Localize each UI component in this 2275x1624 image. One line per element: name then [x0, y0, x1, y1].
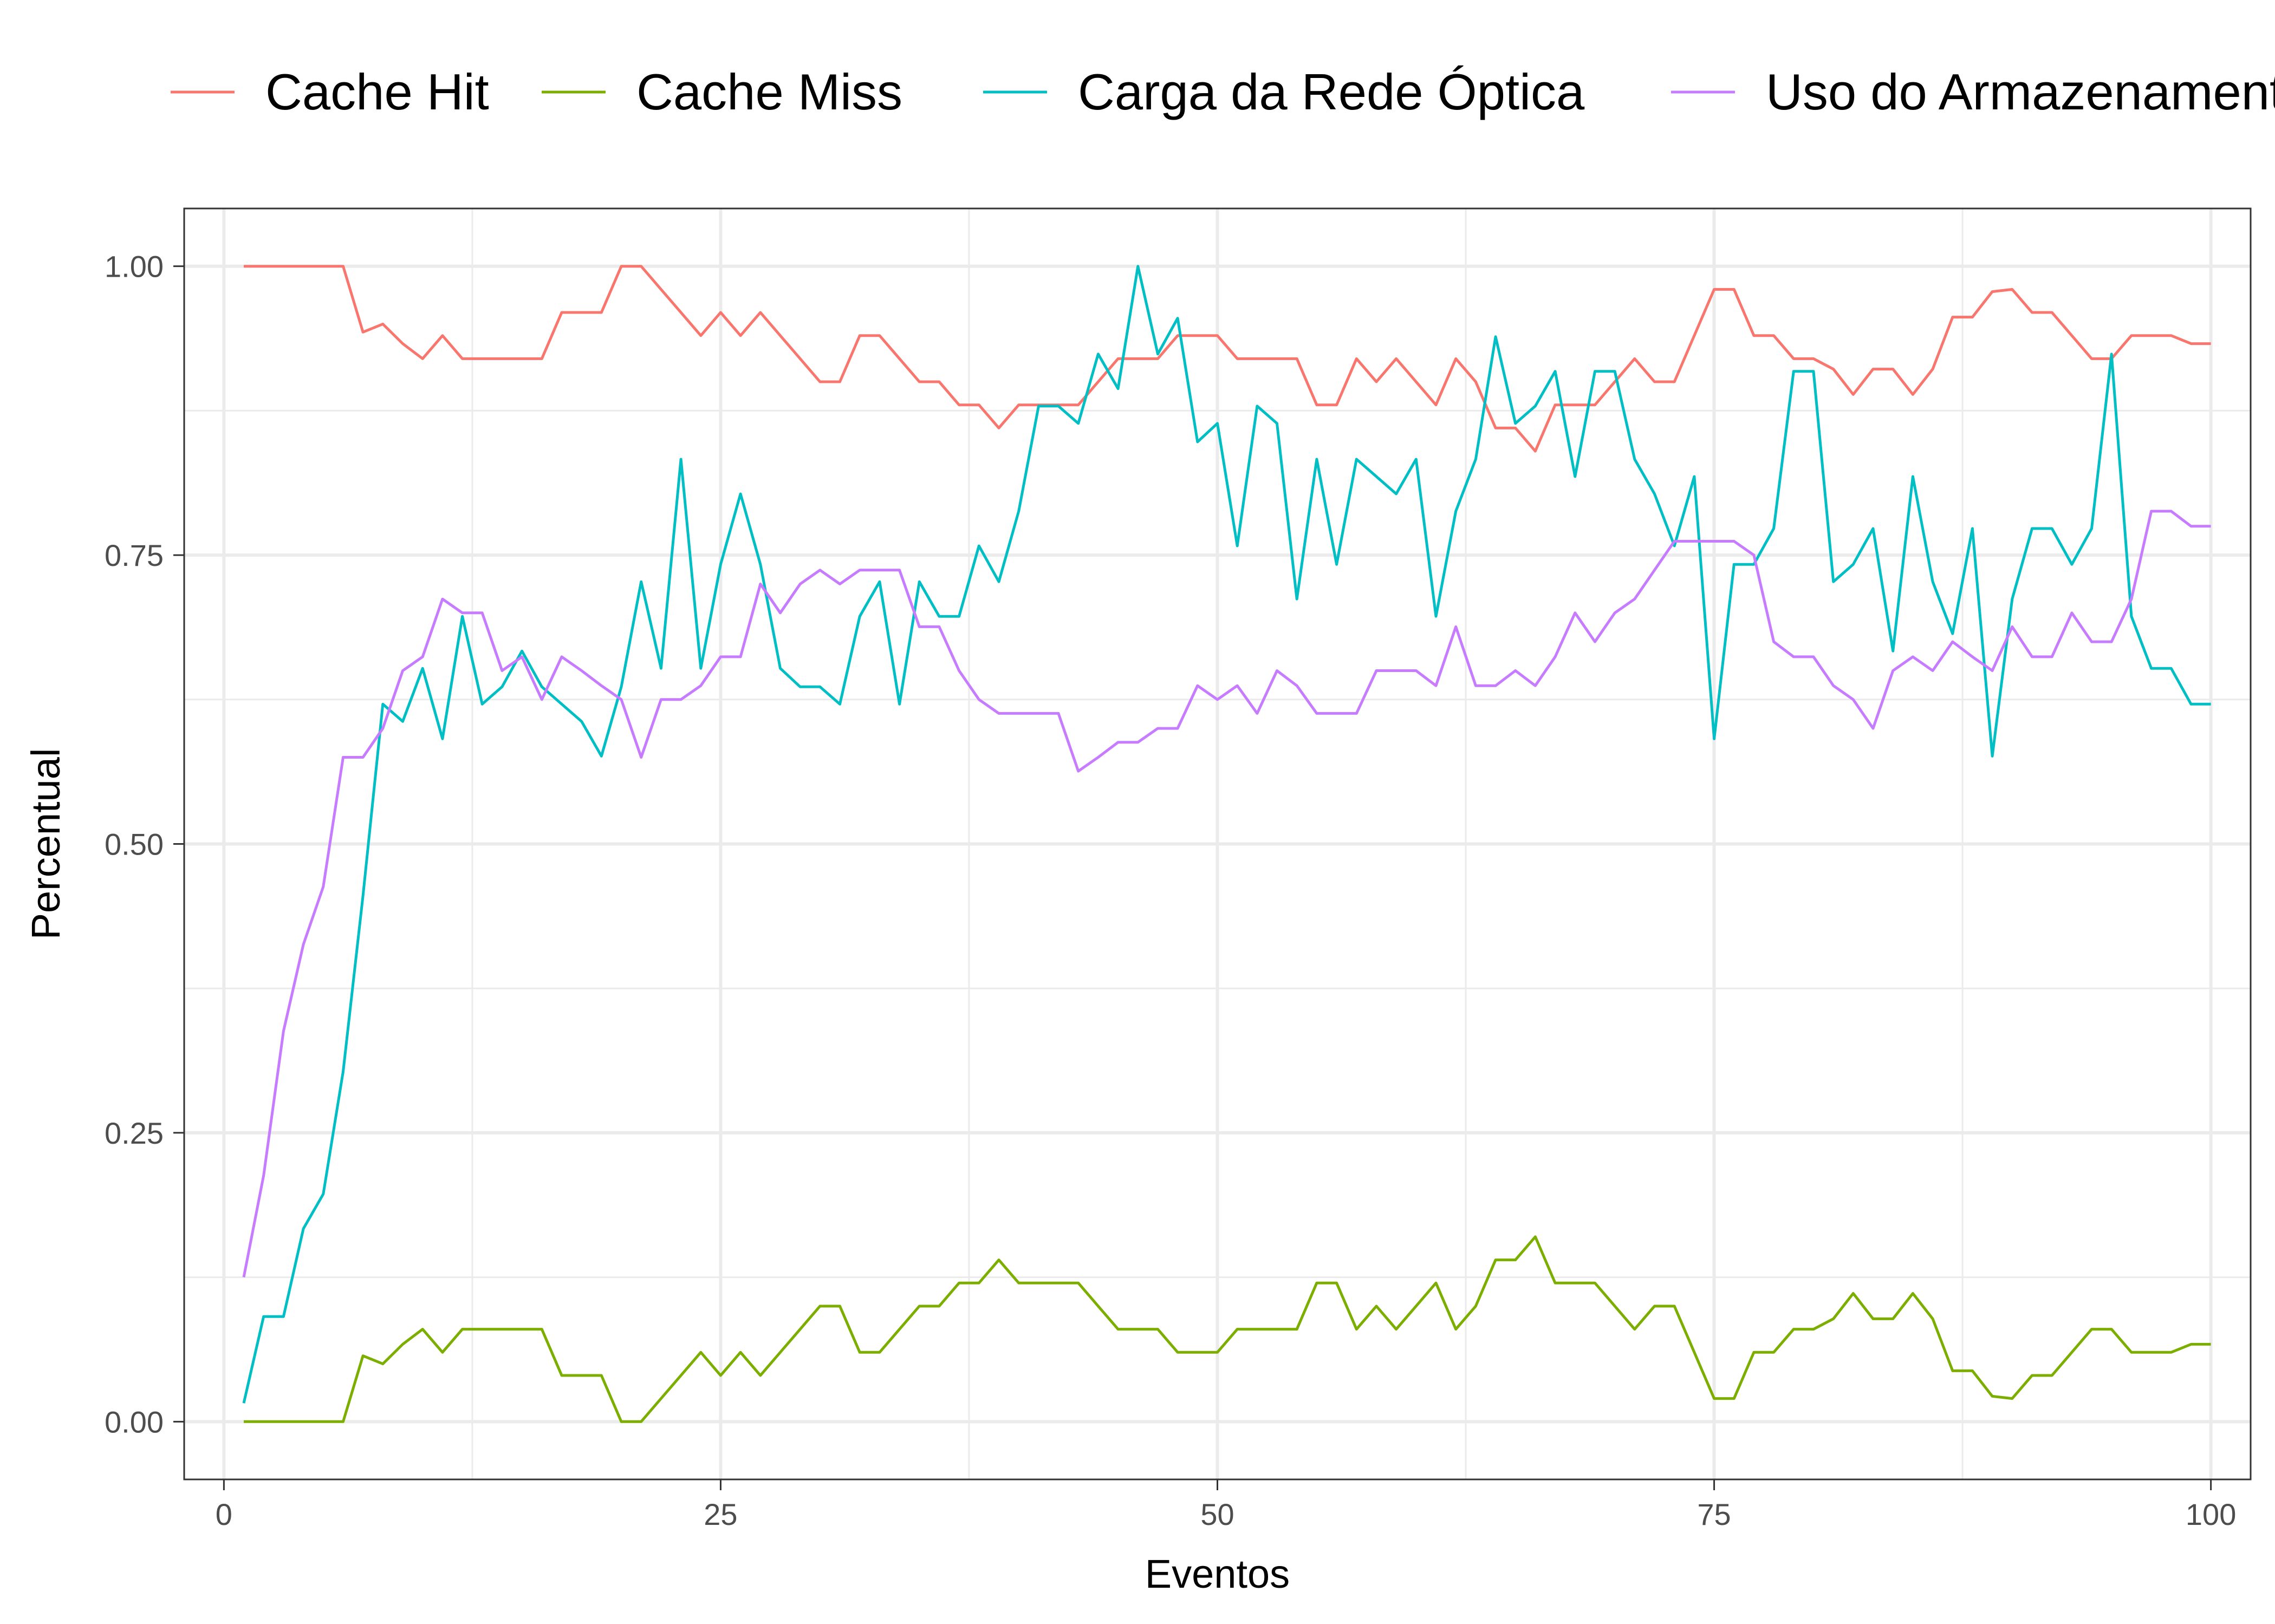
y-axis: 0.00 0.25 0.50 0.75 1.00: [105, 250, 184, 1439]
y-tick-label: 1.00: [105, 250, 164, 284]
x-tick-label: 100: [2186, 1497, 2236, 1531]
x-tick-label: 25: [704, 1497, 737, 1531]
legend-label-4: Uso do Armazenamento: [1766, 63, 2275, 120]
series-layer: [242, 265, 2211, 1423]
legend: Cache Hit Cache Miss Carga da Rede Óptica U…: [171, 63, 2275, 120]
series-line-2: [244, 1235, 2211, 1423]
x-tick-label: 50: [1200, 1497, 1234, 1531]
series-line-1: [244, 265, 2211, 453]
y-tick-label: 0.00: [105, 1405, 164, 1439]
x-tick-label: 0: [216, 1497, 232, 1531]
y-tick-label: 0.75: [105, 538, 164, 572]
x-tick-label: 75: [1697, 1497, 1731, 1531]
legend-label-1: Cache Hit: [265, 63, 489, 120]
x-axis: 0 25 50 75 100: [216, 1479, 2236, 1531]
series-line-4: [242, 510, 2211, 1278]
grid: [184, 208, 2251, 1479]
legend-label-2: Cache Miss: [636, 63, 902, 120]
y-axis-title: Percentual: [23, 748, 68, 940]
x-axis-title: Eventos: [1145, 1551, 1290, 1596]
series-line-3: [242, 265, 2211, 1404]
y-tick-label: 0.50: [105, 827, 164, 862]
y-tick-label: 0.25: [105, 1116, 164, 1150]
legend-label-3: Carga da Rede Óptica: [1078, 63, 1585, 120]
